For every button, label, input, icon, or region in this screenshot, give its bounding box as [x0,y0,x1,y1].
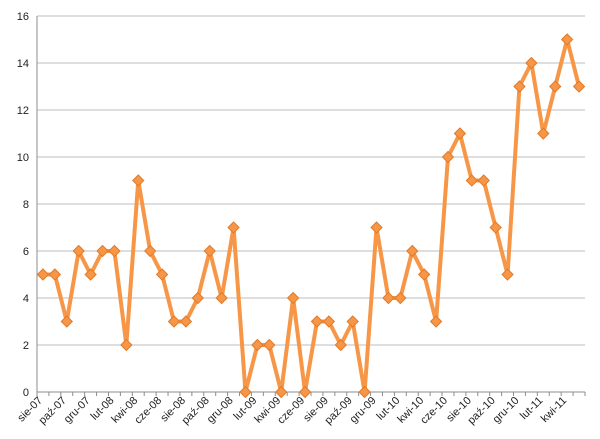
data-point [203,244,216,258]
x-tick-label: paź-08 [180,395,212,427]
data-point [417,268,431,281]
data-point [298,385,312,399]
data-point [394,291,407,305]
data-point [453,127,467,140]
y-tick-label: 12 [17,105,29,117]
data-point [382,291,395,305]
data-point [465,174,479,187]
data-point [370,221,383,234]
x-tick-label: cze-10 [418,395,450,427]
x-tick-label: paź-07 [37,395,69,427]
data-point [72,244,85,258]
series-line [40,37,582,394]
data-point [275,385,288,399]
data-point [155,268,169,281]
y-tick-label: 10 [17,152,29,164]
data-point [167,315,181,328]
data-point [215,291,228,305]
data-point [441,150,455,164]
data-point [346,315,359,328]
data-point [477,174,490,187]
data-point [48,268,62,281]
data-point [84,268,97,281]
series-layer [36,33,586,399]
data-point [132,174,145,187]
data-point [179,315,193,328]
data-point [310,315,324,328]
data-point [537,127,550,140]
data-point [286,291,300,305]
data-point [227,221,240,234]
y-tick-label: 16 [17,11,29,23]
data-point [525,56,538,70]
data-point [191,291,205,305]
data-point [120,338,133,352]
data-point [60,315,73,328]
y-tick-label: 6 [23,246,29,258]
x-tick-label: kwi-11 [539,395,569,425]
data-point [36,268,50,281]
y-tick-label: 14 [17,58,29,70]
data-point [429,315,443,328]
y-tick-label: 0 [23,387,29,399]
data-point [239,385,252,399]
data-point [263,338,276,352]
x-tick-label: gru-08 [205,395,236,426]
y-axis-tick-labels: 0 2 4 6 8 10 12 14 16 [17,11,29,399]
data-point [489,221,502,234]
y-tick-label: 4 [23,293,29,305]
data-point [251,338,264,352]
x-tick-label: paź-09 [323,395,355,427]
x-tick-label: gru-10 [491,395,522,426]
y-tick-label: 2 [23,340,29,352]
x-tick-label: gru-09 [348,395,379,426]
data-point [108,244,121,258]
data-point [513,80,526,93]
data-point [406,244,419,258]
x-tick-label: paź-10 [466,395,498,427]
data-point [322,315,336,328]
data-point [334,338,347,352]
data-point [358,385,371,399]
x-axis-tick-labels: sie-07paź-07gru-07lut-08kwi-08cze-08sie-… [15,392,586,427]
x-tick-label: cze-08 [132,395,164,427]
data-point [549,80,562,93]
data-point [560,33,574,46]
y-tick-label: 8 [23,199,29,211]
data-point [501,268,514,281]
data-point [143,244,157,258]
x-tick-label: cze-09 [275,395,307,427]
data-point [572,80,586,93]
x-tick-label: gru-07 [62,395,93,426]
data-point [96,244,109,258]
